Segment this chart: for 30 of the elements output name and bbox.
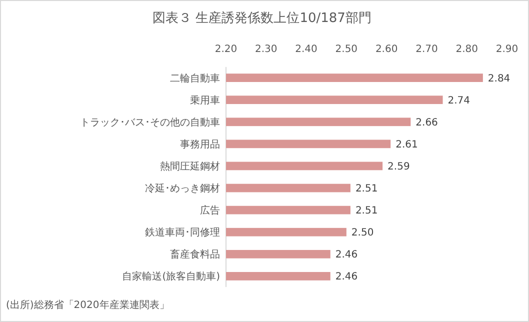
- data-label: 2.74: [448, 95, 470, 106]
- x-tick-label: 2.70: [416, 44, 438, 55]
- x-tick-label: 2.60: [375, 44, 398, 55]
- x-tick-label: 2.40: [295, 44, 318, 55]
- x-tick-label: 2.30: [255, 44, 278, 55]
- data-label: 2.51: [355, 184, 378, 195]
- y-tick-label: 乗用車: [190, 94, 220, 106]
- x-tick-label: 2.80: [456, 44, 478, 55]
- data-label: 2.61: [396, 139, 418, 150]
- y-tick-label: 広告: [200, 204, 220, 217]
- x-tick-label: 2.50: [335, 44, 358, 55]
- y-tick-label: 鉄道車両･同修理: [145, 226, 220, 239]
- data-label: 2.46: [335, 272, 358, 283]
- y-tick-label: 畜産食料品: [170, 248, 220, 261]
- y-tick-label: 熱間圧延鋼材: [160, 160, 220, 172]
- data-label: 2.59: [388, 161, 410, 172]
- data-label: 2.50: [351, 228, 374, 239]
- chart-title: 図表３ 生産誘発係数上位10/187部門: [152, 10, 372, 26]
- y-tick-label: 冷延･めっき鋼材: [145, 182, 220, 195]
- text: (出所)総務省「2020年産業連関表」: [6, 299, 170, 311]
- x-tick-label: 2.20: [214, 44, 238, 55]
- data-label: 2.51: [355, 206, 378, 217]
- y-tick-label: 二輪自動車: [170, 72, 220, 84]
- y-tick-label: 事務用品: [180, 138, 220, 150]
- y-tick-label: 自家輸送(旅客自動車): [122, 270, 220, 283]
- data-label: 2.46: [335, 250, 358, 261]
- y-tick-label: トラック･バス･その他の自動車: [80, 116, 220, 128]
- data-label: 2.66: [416, 117, 438, 128]
- x-tick-label: 2.90: [496, 44, 518, 55]
- data-label: 2.84: [488, 73, 510, 84]
